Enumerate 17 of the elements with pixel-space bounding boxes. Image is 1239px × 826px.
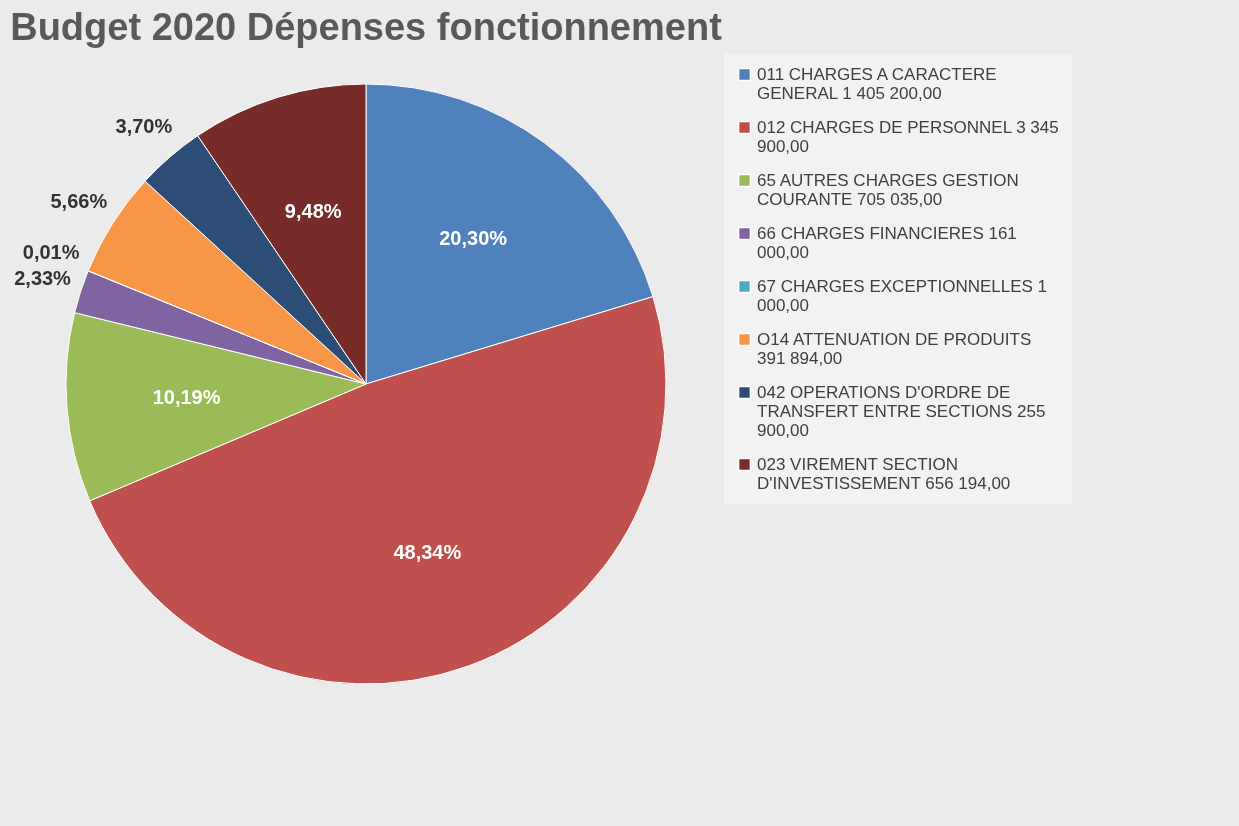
- legend-label: 65 AUTRES CHARGES GESTION COURANTE 705 035,00: [757, 170, 1019, 209]
- data-label: 3,70%: [115, 114, 173, 137]
- data-label: 10,19%: [152, 386, 221, 409]
- chart-title: Budget 2020 Dépenses fonctionnement: [10, 6, 723, 48]
- data-label: 5,66%: [50, 189, 108, 212]
- legend-label: 023 VIREMENT SECTION D'INVESTISSEMENT 656 194,00: [757, 454, 1011, 493]
- data-label: 20,30%: [439, 227, 508, 250]
- legend-label: 011 CHARGES A CARACTERE GENERAL 1 405 200,00: [757, 64, 997, 103]
- data-label: 2,33%: [14, 267, 72, 290]
- data-label: 48,34%: [393, 541, 462, 564]
- data-label: 0,01%: [22, 241, 80, 264]
- legend-label: O14 ATTENUATION DE PRODUITS 391 894,00: [757, 329, 1032, 368]
- data-label: 9,48%: [284, 199, 342, 222]
- legend-label: 042 OPERATIONS D'ORDRE DE TRANSFERT ENTRE SECTIONS 255 900,00: [757, 382, 1046, 440]
- legend-label: 67 CHARGES EXCEPTIONNELLES 1 000,00: [757, 276, 1048, 315]
- legend-label: 012 CHARGES DE PERSONNEL 3 345 900,00: [757, 117, 1059, 156]
- legend-label: 66 CHARGES FINANCIERES 161 000,00: [757, 223, 1017, 262]
